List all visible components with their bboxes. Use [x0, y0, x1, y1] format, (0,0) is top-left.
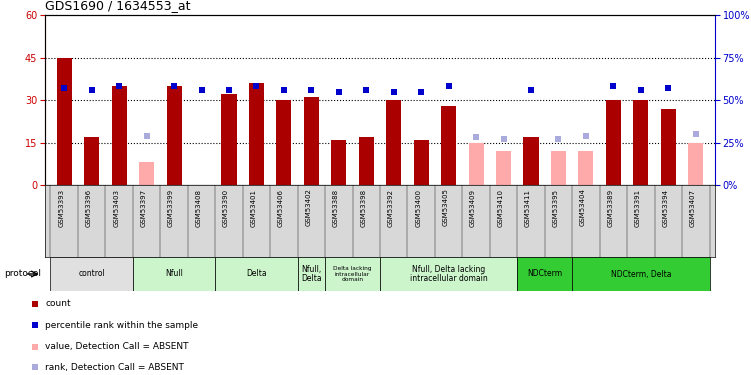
Bar: [112, 86, 127, 185]
Text: count: count: [45, 299, 71, 308]
Bar: [56, 57, 72, 185]
Bar: [380, 257, 517, 291]
Text: value, Detection Call = ABSENT: value, Detection Call = ABSENT: [45, 342, 189, 351]
Text: GSM53393: GSM53393: [59, 189, 65, 227]
Bar: [133, 257, 216, 291]
Bar: [297, 257, 325, 291]
Bar: [523, 137, 538, 185]
Bar: [606, 100, 621, 185]
Bar: [359, 137, 374, 185]
Bar: [325, 257, 380, 291]
Text: GSM53408: GSM53408: [195, 189, 201, 226]
Bar: [572, 257, 710, 291]
Text: percentile rank within the sample: percentile rank within the sample: [45, 321, 198, 330]
Bar: [688, 142, 704, 185]
Bar: [469, 142, 484, 185]
Bar: [633, 100, 648, 185]
Text: GSM53411: GSM53411: [525, 189, 531, 226]
Text: GDS1690 / 1634553_at: GDS1690 / 1634553_at: [45, 0, 191, 12]
Text: GSM53399: GSM53399: [168, 189, 174, 227]
Text: GSM53400: GSM53400: [415, 189, 421, 226]
Bar: [276, 100, 291, 185]
Bar: [661, 108, 676, 185]
Text: GSM53410: GSM53410: [498, 189, 504, 226]
Text: Nfull, Delta lacking
intracellular domain: Nfull, Delta lacking intracellular domai…: [410, 265, 487, 284]
Text: GSM53395: GSM53395: [553, 189, 559, 226]
Text: Nfull: Nfull: [165, 270, 183, 279]
Text: GSM53401: GSM53401: [250, 189, 256, 226]
Text: NDCterm: NDCterm: [527, 270, 562, 279]
Bar: [304, 97, 319, 185]
Bar: [414, 140, 429, 185]
Bar: [517, 257, 572, 291]
Bar: [496, 151, 511, 185]
Text: Delta lacking
intracellular
domain: Delta lacking intracellular domain: [333, 266, 372, 282]
Bar: [167, 86, 182, 185]
Text: GSM53406: GSM53406: [278, 189, 284, 226]
Text: GSM53391: GSM53391: [635, 189, 641, 227]
Text: GSM53403: GSM53403: [113, 189, 119, 226]
Text: GSM53409: GSM53409: [470, 189, 476, 226]
Text: GSM53398: GSM53398: [360, 189, 366, 227]
Bar: [441, 106, 456, 185]
Text: GSM53389: GSM53389: [608, 189, 614, 227]
Text: Nfull,
Delta: Nfull, Delta: [301, 265, 321, 284]
Text: GSM53396: GSM53396: [86, 189, 92, 227]
Text: GSM53404: GSM53404: [580, 189, 586, 226]
Bar: [139, 162, 154, 185]
Text: rank, Detection Call = ABSENT: rank, Detection Call = ABSENT: [45, 363, 184, 372]
Text: control: control: [78, 270, 105, 279]
Text: GSM53405: GSM53405: [442, 189, 448, 226]
Bar: [551, 151, 566, 185]
Text: GSM53390: GSM53390: [223, 189, 229, 227]
Text: protocol: protocol: [4, 270, 41, 279]
Text: GSM53392: GSM53392: [388, 189, 394, 226]
Bar: [222, 94, 237, 185]
Text: GSM53407: GSM53407: [689, 189, 695, 226]
Bar: [84, 137, 99, 185]
Text: GSM53402: GSM53402: [306, 189, 312, 226]
Bar: [216, 257, 297, 291]
Text: GSM53388: GSM53388: [333, 189, 339, 227]
Text: GSM53397: GSM53397: [140, 189, 146, 227]
Text: NDCterm, Delta: NDCterm, Delta: [611, 270, 671, 279]
Bar: [386, 100, 401, 185]
Bar: [578, 151, 593, 185]
Bar: [50, 257, 133, 291]
Bar: [331, 140, 346, 185]
Text: GSM53394: GSM53394: [662, 189, 668, 226]
Text: Delta: Delta: [246, 270, 267, 279]
Bar: [249, 83, 264, 185]
